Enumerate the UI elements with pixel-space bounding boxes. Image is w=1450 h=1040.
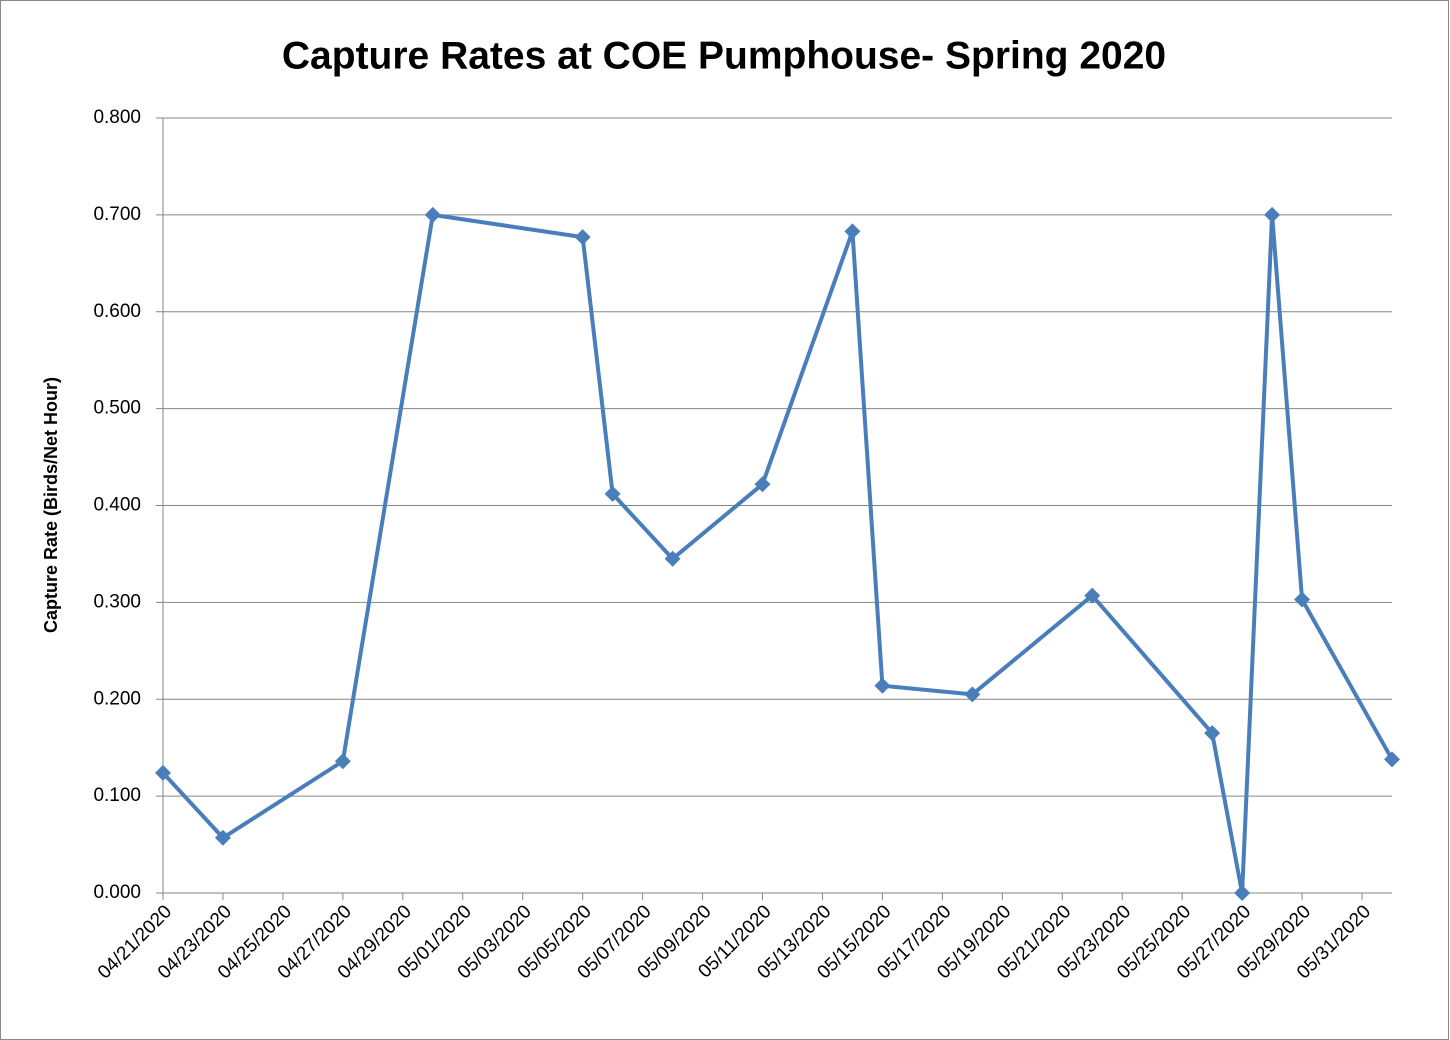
y-tick-label: 0.600 [93, 301, 141, 322]
y-tick-label: 0.800 [93, 107, 141, 128]
data-point [155, 764, 171, 781]
data-point [1234, 885, 1251, 901]
y-tick-label: 0.200 [93, 688, 141, 709]
y-tick-label: 0.700 [93, 204, 141, 225]
data-point [604, 485, 621, 502]
y-tick-label: 0.500 [93, 398, 141, 419]
data-point [664, 550, 681, 567]
data-point [1264, 206, 1281, 223]
chart-title: Capture Rates at COE Pumphouse- Spring 2… [282, 34, 1166, 77]
data-point [874, 677, 891, 694]
data-point [334, 753, 351, 770]
data-point [1084, 587, 1101, 604]
data-point [574, 229, 591, 246]
y-tick-label: 0.400 [93, 495, 141, 516]
y-tick-label: 0.300 [93, 591, 141, 612]
data-point [964, 686, 981, 703]
data-point [1294, 591, 1311, 608]
y-axis-label: Capture Rate (Birds/Net Hour) [41, 377, 61, 633]
y-tick-label: 0.100 [93, 785, 141, 806]
data-point [214, 829, 231, 846]
data-point [1204, 725, 1221, 742]
data-point [844, 223, 861, 240]
data-point [424, 206, 441, 223]
data-point [754, 476, 771, 493]
data-point [1384, 751, 1400, 768]
y-tick-label: 0.000 [93, 882, 141, 903]
